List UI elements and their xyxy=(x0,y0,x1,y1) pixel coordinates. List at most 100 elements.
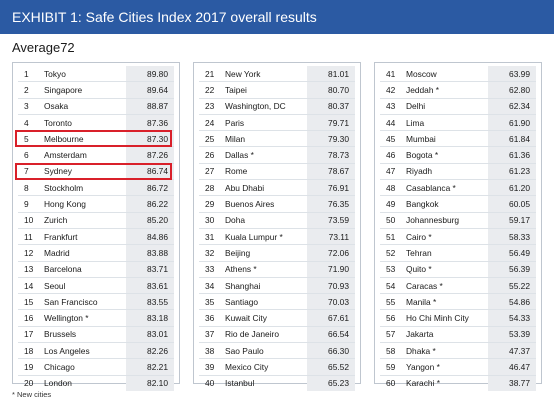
table-row: 38 Sao Paulo 66.30 xyxy=(199,343,355,360)
rank-cell: 54 xyxy=(386,280,396,291)
city-cell: Sao Paulo xyxy=(225,345,264,356)
table-row: 15 San Francisco 83.55 xyxy=(18,294,174,311)
rank-cell: 30 xyxy=(205,215,215,226)
city-cell: Dallas * xyxy=(225,150,254,161)
score-cell: 54.86 xyxy=(488,294,536,310)
score-cell: 60.05 xyxy=(488,196,536,212)
rank-cell: 51 xyxy=(386,231,396,242)
city-cell: Rome xyxy=(225,166,248,177)
city-cell: Riyadh xyxy=(406,166,433,177)
rank-cell: 39 xyxy=(205,361,215,372)
score-cell: 66.30 xyxy=(307,343,355,359)
rank-cell: 55 xyxy=(386,296,396,307)
table-row: 54 Caracas * 55.22 xyxy=(380,277,536,295)
rank-cell: 49 xyxy=(386,199,396,210)
score-cell: 65.23 xyxy=(307,375,355,391)
score-cell: 62.34 xyxy=(488,98,536,114)
table-row: 31 Kuala Lumpur * 73.11 xyxy=(199,228,355,246)
city-cell: Tehran xyxy=(406,247,432,258)
table-row: 1 Tokyo 89.80 xyxy=(18,66,174,83)
score-cell: 83.61 xyxy=(126,277,174,294)
table-row: 50 Johannesburg 59.17 xyxy=(380,212,536,229)
score-cell: 81.01 xyxy=(307,66,355,82)
city-cell: Hong Kong xyxy=(44,199,86,210)
rank-cell: 41 xyxy=(386,68,396,79)
city-cell: New York xyxy=(225,68,261,79)
table-row: 17 Brussels 83.01 xyxy=(18,326,174,344)
table-row: 46 Bogota * 61.36 xyxy=(380,147,536,164)
city-cell: Moscow xyxy=(406,68,437,79)
table-row: 26 Dallas * 78.73 xyxy=(199,147,355,164)
rank-cell: 10 xyxy=(24,215,34,226)
rank-cell: 22 xyxy=(205,84,215,95)
score-cell: 61.20 xyxy=(488,180,536,196)
rank-cell: 44 xyxy=(386,117,396,128)
score-cell: 46.47 xyxy=(488,359,536,375)
city-cell: Istanbul xyxy=(225,378,255,389)
city-cell: Frankfurt xyxy=(44,231,78,242)
city-cell: Brussels xyxy=(44,329,77,340)
city-cell: Sydney xyxy=(44,166,72,177)
score-cell: 61.90 xyxy=(488,114,536,131)
city-cell: Karachi * xyxy=(406,378,440,389)
city-cell: Yangon * xyxy=(406,361,440,372)
score-cell: 62.80 xyxy=(488,82,536,98)
score-cell: 63.99 xyxy=(488,66,536,82)
city-cell: Los Angeles xyxy=(44,345,90,356)
table-row: 25 Milan 79.30 xyxy=(199,131,355,148)
score-cell: 38.77 xyxy=(488,375,536,391)
table-row: 16 Wellington * 83.18 xyxy=(18,310,174,327)
city-cell: Seoul xyxy=(44,280,66,291)
rankings-table-column-2: 21 New York 81.01 22 Taipei 80.70 23 Washington… xyxy=(193,62,361,391)
score-cell: 55.22 xyxy=(488,277,536,294)
table-row: 21 New York 81.01 xyxy=(199,66,355,83)
city-cell: Wellington * xyxy=(44,313,89,324)
table-row: 29 Buenos Aires 76.35 xyxy=(199,196,355,213)
table-row: 47 Riyadh 61.23 xyxy=(380,163,536,181)
rank-cell: 31 xyxy=(205,231,215,242)
score-cell: 83.01 xyxy=(126,326,174,343)
city-cell: Bangkok xyxy=(406,199,439,210)
score-cell: 82.10 xyxy=(126,375,174,391)
rank-cell: 43 xyxy=(386,101,396,112)
rank-cell: 60 xyxy=(386,378,396,389)
city-cell: Santiago xyxy=(225,296,259,307)
city-cell: Doha xyxy=(225,215,246,226)
rank-cell: 11 xyxy=(24,231,33,242)
table-row: 12 Madrid 83.88 xyxy=(18,245,174,262)
table-row: 28 Abu Dhabi 76.91 xyxy=(199,180,355,197)
city-cell: Delhi xyxy=(406,101,426,112)
table-row: 42 Jeddah * 62.80 xyxy=(380,82,536,99)
score-cell: 83.18 xyxy=(126,310,174,326)
city-cell: Casablanca * xyxy=(406,182,456,193)
rank-cell: 16 xyxy=(24,313,34,324)
table-row: 20 London 82.10 xyxy=(18,375,174,391)
rank-cell: 27 xyxy=(205,166,215,177)
table-row: 33 Athens * 71.90 xyxy=(199,261,355,278)
table-row: 60 Karachi * 38.77 xyxy=(380,375,536,391)
table-row: 35 Santiago 70.03 xyxy=(199,294,355,311)
score-cell: 61.23 xyxy=(488,163,536,180)
city-cell: Melbourne xyxy=(44,133,84,144)
table-row: 45 Mumbai 61.84 xyxy=(380,131,536,148)
city-cell: Toronto xyxy=(44,117,72,128)
table-row: 49 Bangkok 60.05 xyxy=(380,196,536,213)
rank-cell: 37 xyxy=(205,329,215,340)
table-row: 10 Zurich 85.20 xyxy=(18,212,174,229)
rank-cell: 21 xyxy=(205,68,215,79)
rank-cell: 18 xyxy=(24,345,34,356)
rank-cell: 4 xyxy=(24,117,29,128)
rank-cell: 48 xyxy=(386,182,396,193)
rank-cell: 9 xyxy=(24,199,29,210)
city-cell: Rio de Janeiro xyxy=(225,329,280,340)
rank-cell: 57 xyxy=(386,329,396,340)
score-cell: 88.87 xyxy=(126,98,174,114)
score-cell: 65.52 xyxy=(307,359,355,375)
score-cell: 73.11 xyxy=(307,228,355,245)
rank-cell: 28 xyxy=(205,182,215,193)
rank-cell: 56 xyxy=(386,313,396,324)
rank-cell: 3 xyxy=(24,101,29,112)
city-cell: Osaka xyxy=(44,101,69,112)
rank-cell: 2 xyxy=(24,84,29,95)
city-cell: Amsterdam xyxy=(44,150,87,161)
